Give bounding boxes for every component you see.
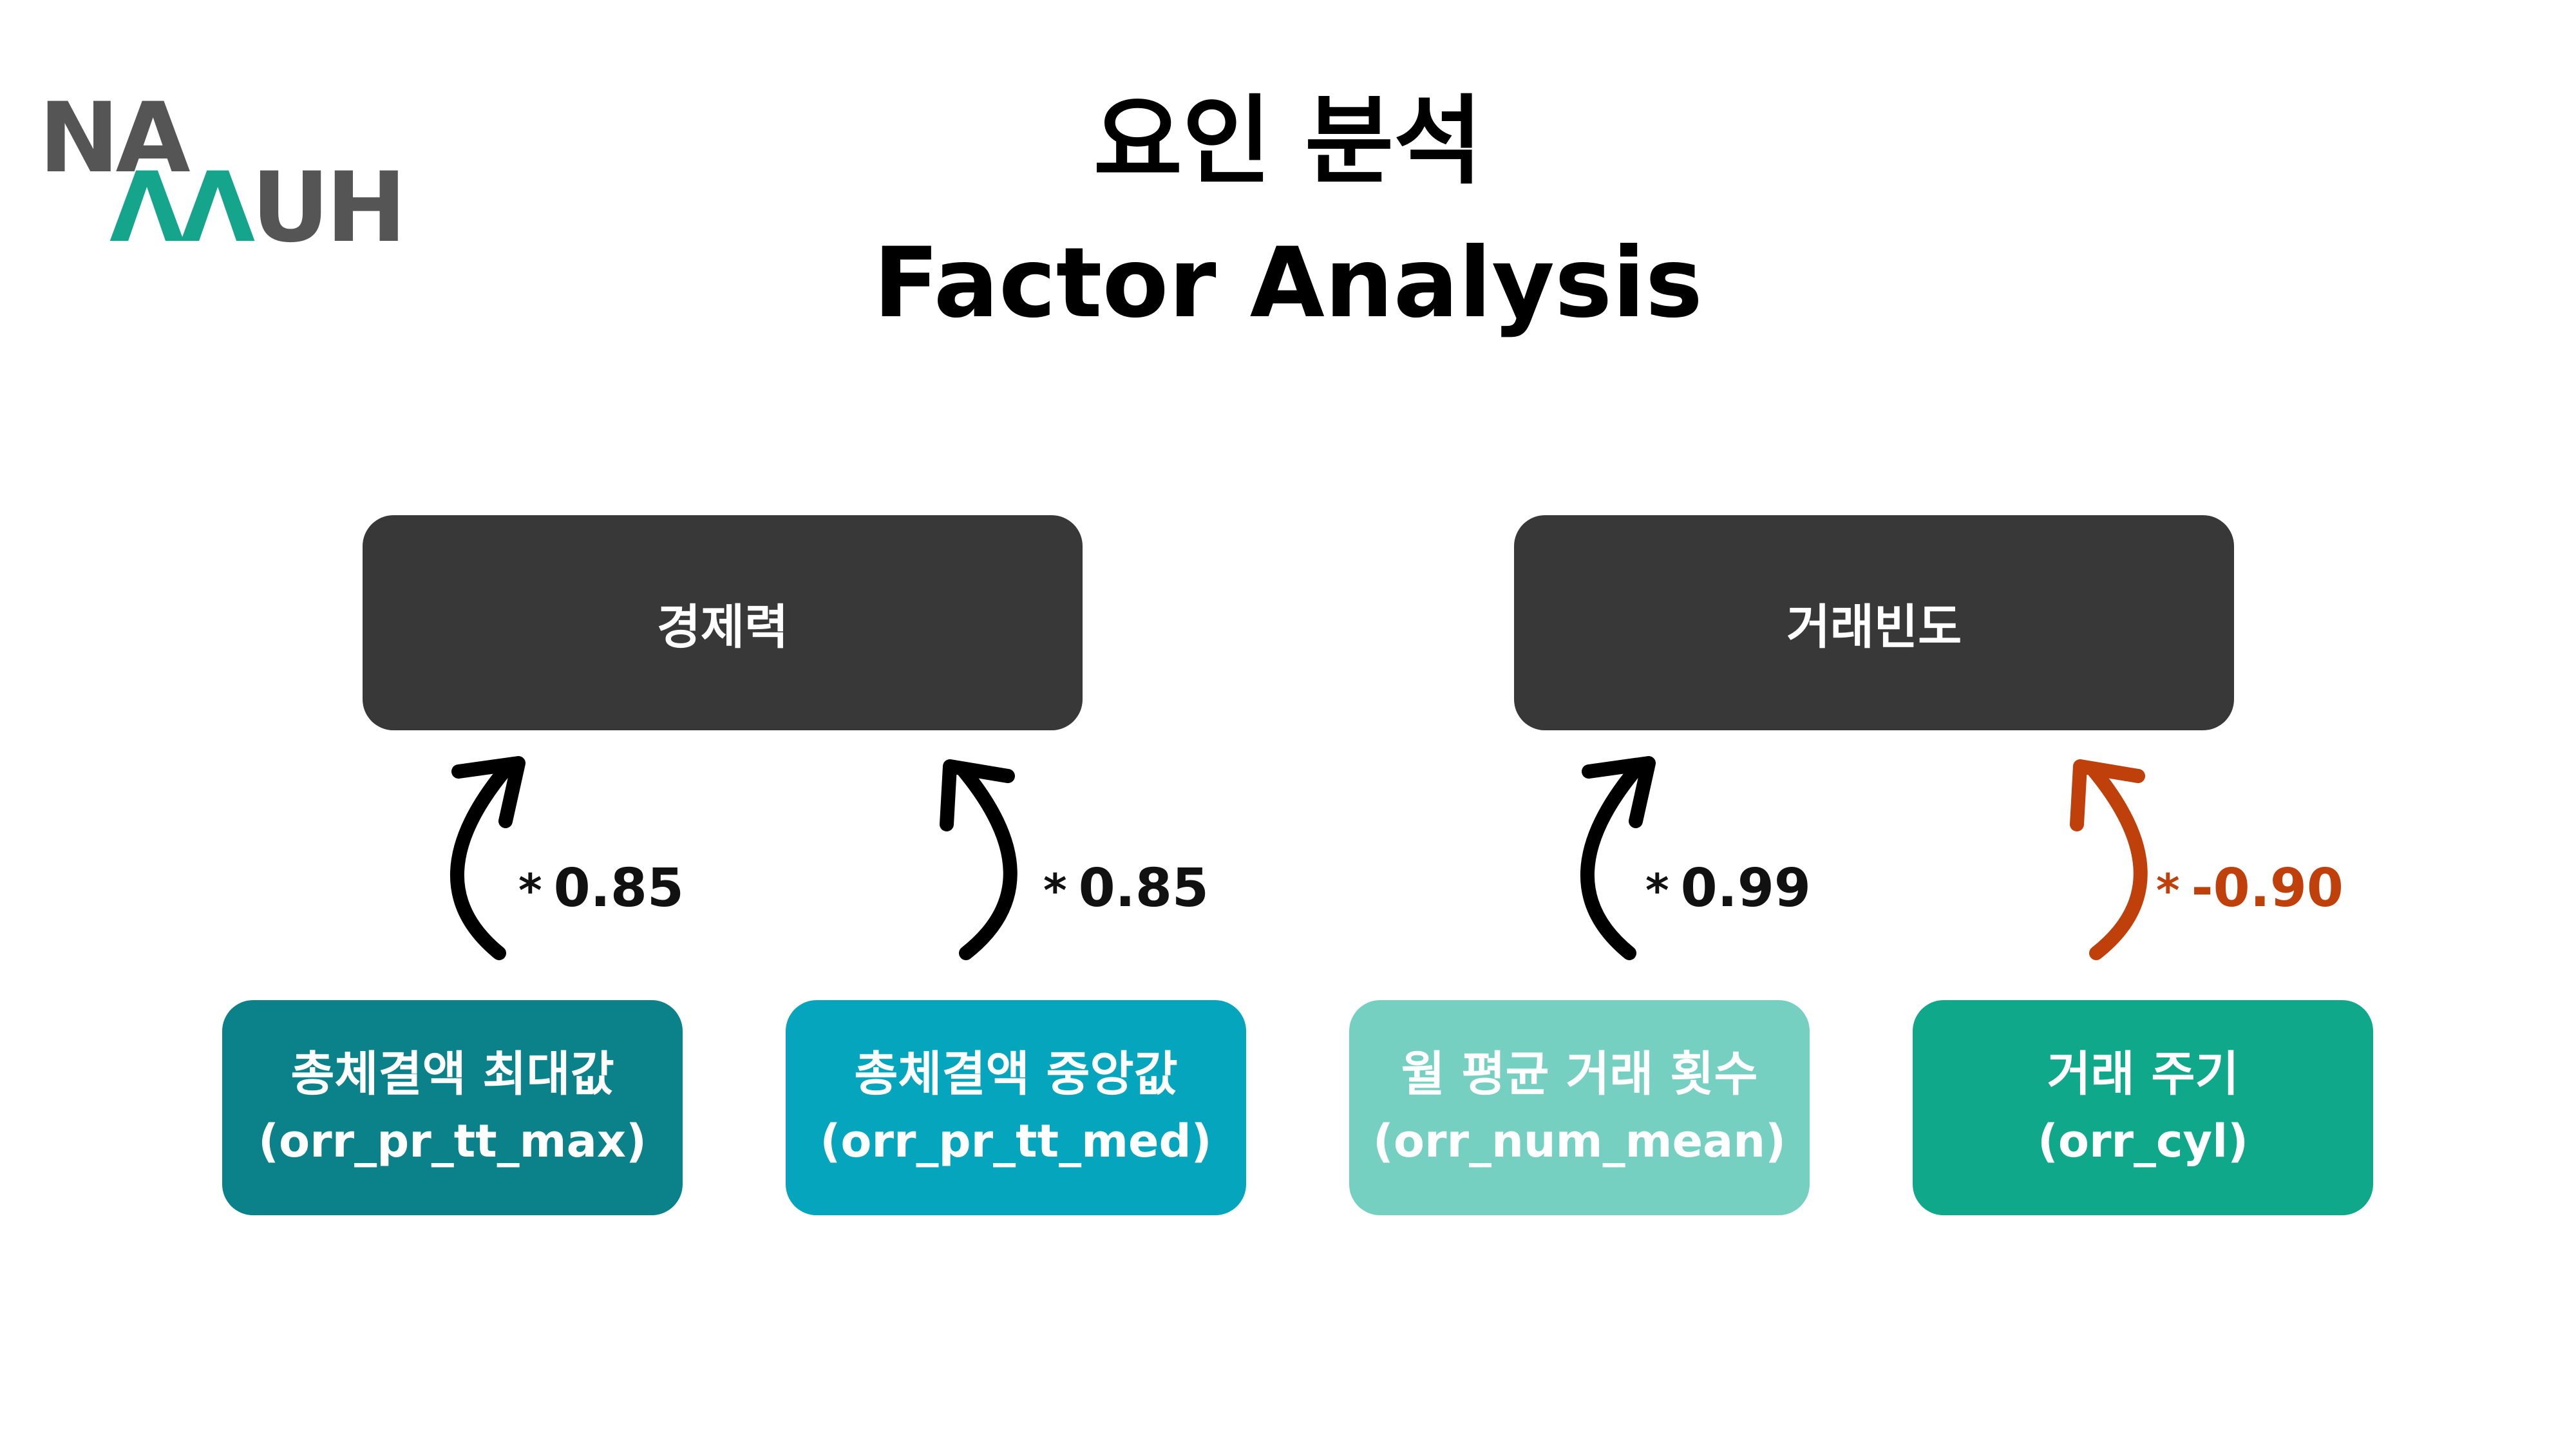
variable-box: 월 평균 거래 횟수 (orr_num_mean): [1349, 1000, 1810, 1215]
variable-name: 총체결액 중앙값: [854, 1046, 1178, 1102]
variable-box: 총체결액 최대값 (orr_pr_tt_max): [222, 1000, 683, 1215]
variable-name: 월 평균 거래 횟수: [1401, 1046, 1758, 1102]
factor-box-economic-power: 경제력: [363, 515, 1083, 730]
variable-code: (orr_pr_tt_max): [258, 1115, 647, 1168]
variable-name: 총체결액 최대값: [290, 1046, 614, 1102]
loading-value: * 0.85: [518, 858, 684, 919]
loading-value: * 0.99: [1645, 858, 1811, 919]
variable-code: (orr_cyl): [2037, 1115, 2249, 1168]
arrow-icon: [940, 759, 1018, 960]
namuh-logo: NA ΛΛUH: [39, 82, 407, 258]
variable-box: 총체결액 중앙값 (orr_pr_tt_med): [786, 1000, 1246, 1215]
logo-line-1: NA: [39, 82, 191, 194]
variable-name: 거래 주기: [2047, 1046, 2239, 1102]
arrow-icon: [450, 756, 526, 960]
loading-value: * 0.85: [1043, 858, 1209, 919]
factor-label: 경제력: [656, 599, 789, 655]
factor-label: 거래빈도: [1786, 599, 1962, 655]
asterisk: *: [2156, 864, 2180, 917]
logo-mark: Λ: [109, 152, 184, 264]
arrow-icon: [1580, 756, 1656, 960]
variable-code: (orr_num_mean): [1372, 1115, 1786, 1168]
variable-box: 거래 주기 (orr_cyl): [1913, 1000, 2373, 1215]
logo-line-2: ΛΛUH: [109, 152, 407, 264]
factor-box-trade-frequency: 거래빈도: [1514, 515, 2234, 730]
asterisk: *: [1043, 864, 1067, 917]
page-title-english: Factor Analysis: [873, 227, 1703, 339]
variable-code: (orr_pr_tt_med): [820, 1115, 1212, 1168]
asterisk: *: [518, 864, 542, 917]
page-title-korean: 요인 분석: [1093, 86, 1483, 198]
arrow-icon: [2070, 759, 2148, 960]
loading-value: * -0.90: [2156, 858, 2344, 919]
asterisk: *: [1645, 864, 1669, 917]
